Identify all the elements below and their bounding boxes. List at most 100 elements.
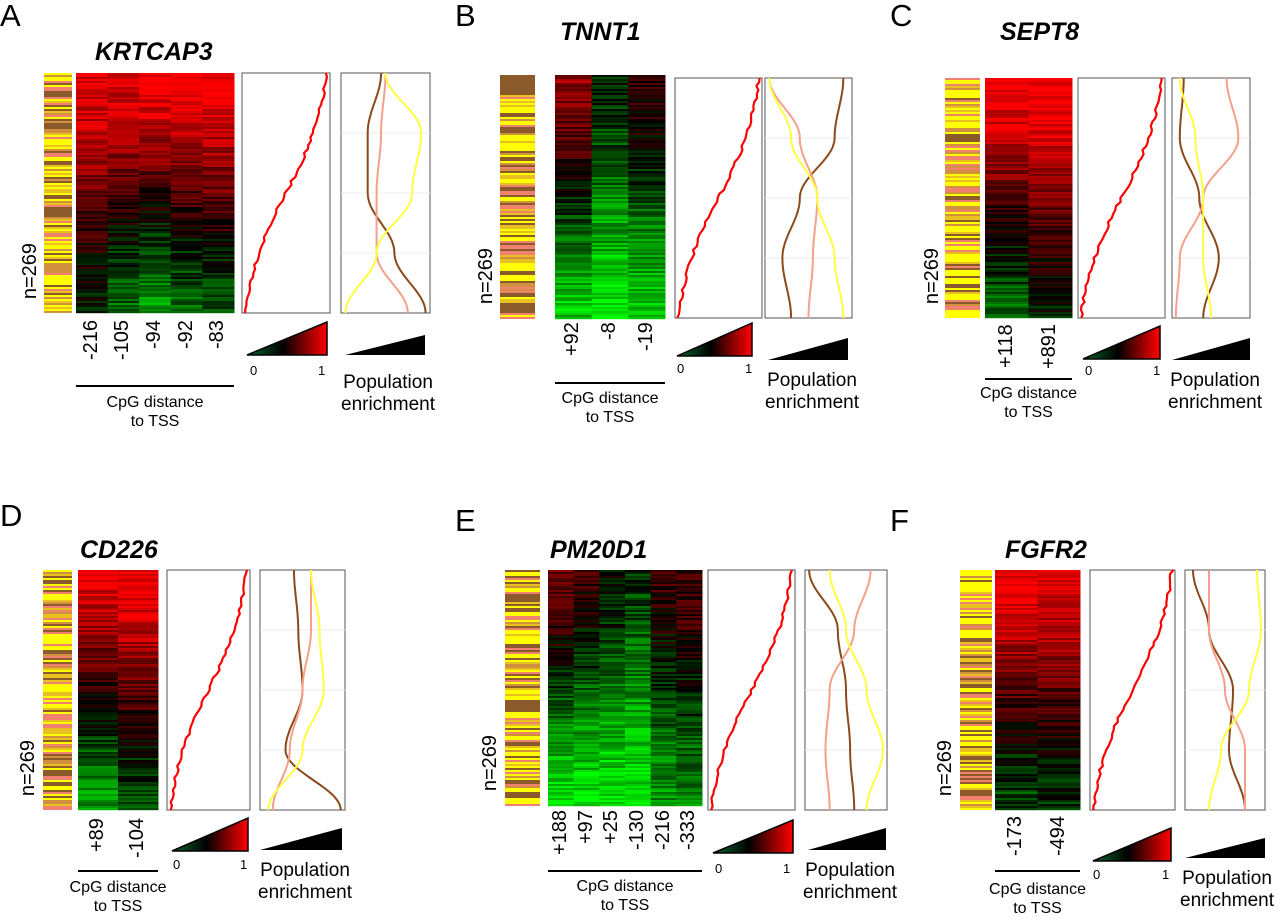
strip-row [960, 688, 992, 690]
strip-row [500, 169, 535, 171]
heatmap-cell [555, 85, 593, 88]
strip-row [960, 614, 992, 616]
strip-row [43, 738, 72, 740]
heatmap-cell [625, 798, 652, 801]
strip-row [945, 194, 980, 196]
strip-row [960, 726, 992, 728]
heatmap-cell [591, 211, 629, 214]
heatmap-column [139, 73, 172, 314]
heatmap-cell [107, 255, 140, 258]
heatmap-cell [1037, 802, 1081, 805]
heatmap-cell [118, 648, 159, 651]
strip-row [44, 235, 72, 237]
heatmap-cell [995, 762, 1038, 765]
heatmap-cell [650, 698, 677, 701]
heatmap-cell [1028, 204, 1073, 207]
heatmap-cell [170, 207, 203, 210]
heatmap-cell [170, 255, 203, 258]
strip-row [945, 86, 980, 88]
heatmap-cell [599, 748, 626, 751]
heatmap-cell [995, 638, 1038, 641]
heatmap-cell [1037, 748, 1081, 751]
heatmap-cell [995, 774, 1038, 777]
heatmap-cell [676, 634, 703, 637]
heatmap-cell [650, 652, 677, 655]
heatmap-cell [995, 676, 1038, 679]
heatmap-cell [548, 574, 575, 577]
strip-row [960, 700, 992, 702]
heatmap-cell [573, 610, 600, 613]
heatmap-cell [995, 592, 1038, 595]
panel-letter: F [890, 503, 909, 538]
heatmap-cell [118, 578, 159, 581]
strip-row [500, 115, 535, 117]
heatmap-cell [1037, 738, 1081, 741]
strip-row [500, 183, 535, 185]
heatmap-cell [107, 279, 140, 282]
heatmap-cell [555, 273, 593, 276]
strip-row [945, 190, 980, 192]
heatmap-cell [676, 666, 703, 669]
heatmap-cell [995, 746, 1038, 749]
heatmap-cell [139, 115, 172, 118]
strip-row [500, 173, 535, 175]
heatmap-cell [78, 652, 119, 655]
heatmap-cell [591, 163, 629, 166]
strip-row [44, 87, 72, 89]
heatmap-cell [985, 266, 1029, 269]
heatmap-cell [1037, 638, 1081, 641]
strip-row [44, 269, 72, 271]
strip-row [505, 804, 540, 806]
heatmap-cell [650, 750, 677, 753]
strip-row [500, 153, 535, 155]
heatmap-cell [76, 289, 109, 292]
heatmap-cell [625, 692, 652, 695]
heatmap-cell [555, 167, 593, 170]
heatmap-cell [107, 101, 140, 104]
heatmap-cell [628, 213, 666, 216]
heatmap-cell [548, 706, 575, 709]
heatmap-cell [599, 656, 626, 659]
heatmap-cell [548, 588, 575, 591]
strip-row [960, 622, 992, 624]
heatmap-cell [985, 142, 1029, 145]
heatmap-cell [76, 221, 109, 224]
heatmap-cell [676, 770, 703, 773]
heatmap-cell [170, 249, 203, 252]
heatmap-cell [170, 87, 203, 90]
enrichment-label-line: Population [1182, 868, 1272, 889]
heatmap-cell [599, 608, 626, 611]
heatmap-cell [995, 766, 1038, 769]
heatmap-cell [650, 572, 677, 575]
strip-row [44, 225, 72, 227]
heatmap-cell [650, 752, 677, 755]
heatmap-cell [625, 686, 652, 689]
heatmap-cell [985, 306, 1029, 309]
heatmap-cell [1037, 588, 1081, 591]
heatmap-cell [78, 604, 119, 607]
heatmap-cell [995, 590, 1038, 593]
heatmap-cell [170, 137, 203, 140]
heatmap-cell [676, 678, 703, 681]
heatmap-cell [170, 183, 203, 186]
heatmap-cell [202, 283, 235, 286]
heatmap-cell [591, 263, 629, 266]
heatmap-cell [107, 139, 140, 142]
heatmap-cell [548, 582, 575, 585]
heatmap-cell [599, 782, 626, 785]
heatmap-cell [107, 135, 140, 138]
strip-row [945, 310, 980, 312]
heatmap-cell [548, 748, 575, 751]
strip-row [43, 762, 72, 764]
heatmap-cell [202, 149, 235, 152]
strip-row [505, 786, 540, 788]
strip-row [500, 87, 535, 89]
strip-row [44, 173, 72, 175]
heatmap-cell [202, 139, 235, 142]
heatmap-cell [202, 165, 235, 168]
heatmap-cell [139, 189, 172, 192]
strip-row [44, 159, 72, 161]
heatmap-cell [591, 231, 629, 234]
heatmap-cell [548, 750, 575, 753]
